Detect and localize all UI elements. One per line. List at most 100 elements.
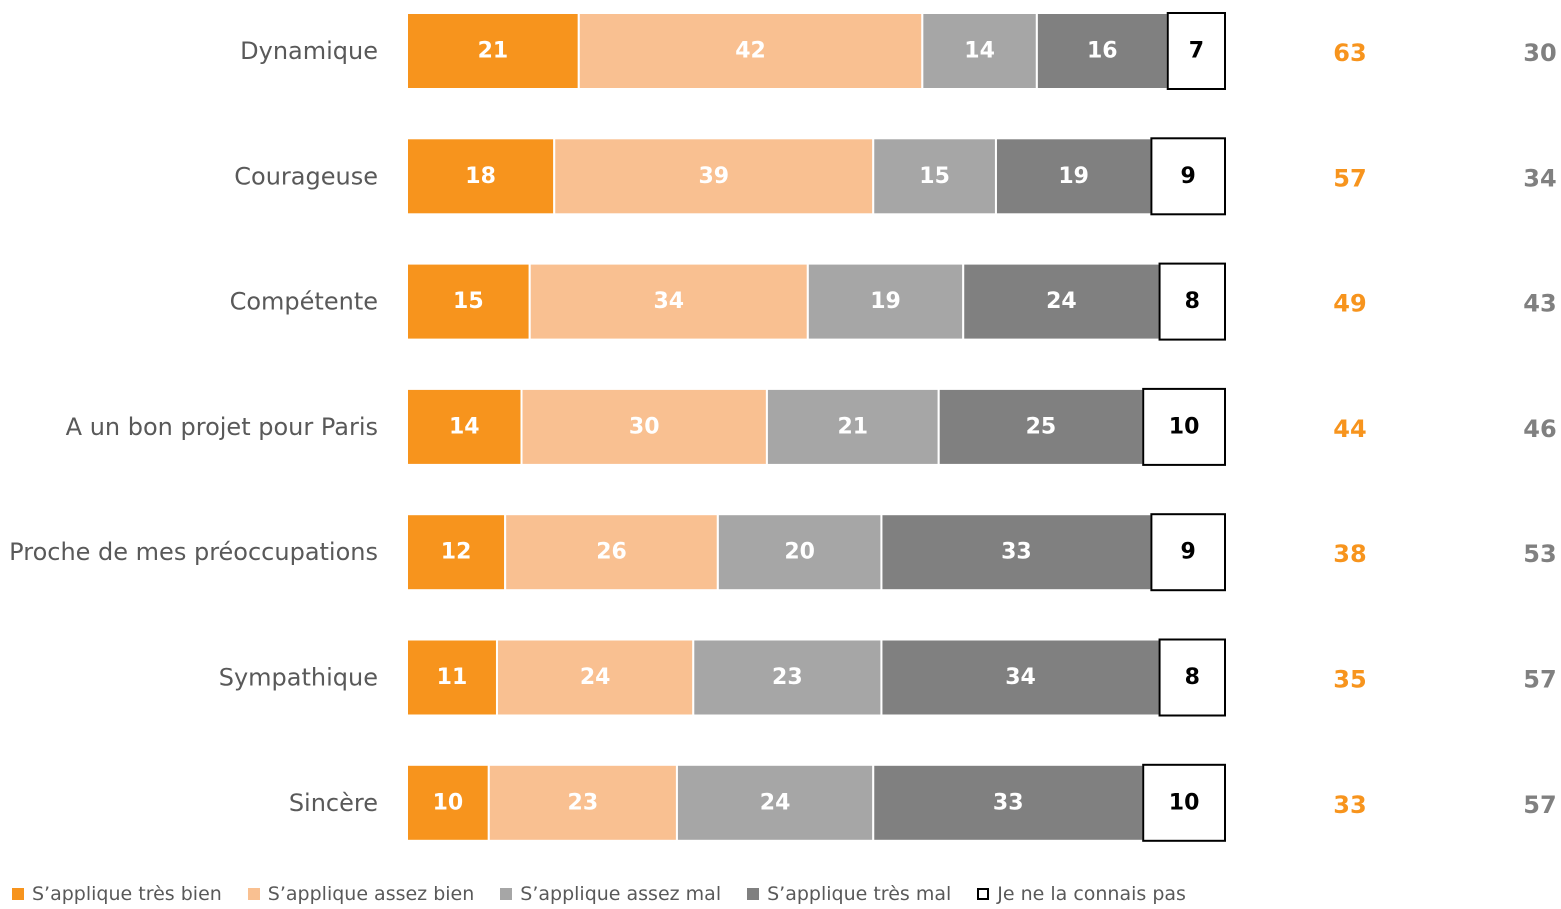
- bar-segment: [937, 387, 1145, 466]
- total-label: 34: [1523, 164, 1556, 192]
- data-label: 21: [478, 39, 509, 64]
- stacked-bar-chart: Dynamique 21 42 14 16 7 63 30 Courageuse 18 39 15 19…: [9, 12, 1557, 842]
- bar-segment: [1142, 763, 1226, 842]
- data-label: 10: [1169, 790, 1200, 815]
- legend-item: S’applique très mal: [747, 883, 951, 905]
- legend-label: S’applique très bien: [32, 883, 222, 905]
- bar-segment: [520, 387, 768, 466]
- total-label: 53: [1523, 540, 1556, 568]
- data-label: 7: [1189, 39, 1204, 64]
- legend-swatch: [747, 888, 760, 900]
- bar-segment: [880, 638, 1161, 717]
- category-label: Sympathique: [219, 664, 378, 692]
- chart-legend: S’applique très bien S’applique assez bie…: [12, 883, 1212, 905]
- data-label: 9: [1181, 540, 1196, 565]
- data-label: 9: [1181, 164, 1196, 189]
- bar-segment: [577, 12, 924, 90]
- legend-item: S’applique assez mal: [500, 883, 721, 905]
- data-label: 39: [698, 164, 729, 189]
- bar-segment: [495, 638, 695, 717]
- data-label: 23: [772, 665, 803, 690]
- bar-segment: [872, 137, 997, 216]
- legend-label: S’applique assez mal: [520, 883, 722, 905]
- total-label: 35: [1333, 666, 1366, 694]
- total-label: 46: [1523, 415, 1556, 443]
- data-label: 33: [1001, 540, 1032, 565]
- data-label: 10: [433, 790, 464, 815]
- bar-segment: [406, 137, 556, 216]
- category-label: Courageuse: [234, 162, 378, 190]
- legend-swatch: [500, 888, 513, 900]
- bar-segment: [553, 137, 875, 216]
- data-label: 12: [441, 540, 472, 565]
- data-label: 19: [1058, 164, 1089, 189]
- bar-segment: [406, 513, 507, 592]
- data-label: 14: [964, 39, 995, 64]
- data-label: 18: [465, 164, 496, 189]
- legend-swatch: [977, 888, 990, 900]
- total-label: 63: [1333, 39, 1366, 67]
- data-label: 21: [837, 414, 868, 439]
- bar-segment: [716, 513, 883, 592]
- legend-label: S’applique très mal: [767, 883, 952, 905]
- total-label: 43: [1523, 290, 1556, 318]
- bar-segment: [765, 387, 940, 466]
- data-label: 8: [1185, 289, 1200, 314]
- bar-segment: [962, 262, 1161, 341]
- data-label: 15: [919, 164, 950, 189]
- data-label: 8: [1185, 665, 1200, 690]
- legend-item: S’applique assez bien: [247, 883, 475, 905]
- total-label: 57: [1523, 666, 1556, 694]
- bar-segment: [406, 387, 523, 466]
- data-label: 42: [735, 39, 766, 64]
- bar-segment: [406, 12, 580, 90]
- category-label: Dynamique: [240, 37, 378, 65]
- bar-segment: [692, 638, 883, 717]
- data-label: 24: [580, 665, 611, 690]
- bar-segment: [1150, 137, 1227, 216]
- legend-swatch: [247, 888, 260, 900]
- data-label: 25: [1026, 414, 1057, 439]
- total-label: 44: [1333, 415, 1366, 443]
- bar-segment: [994, 137, 1153, 216]
- total-label: 38: [1333, 540, 1366, 568]
- legend-swatch: [12, 888, 24, 900]
- total-label: 30: [1523, 39, 1556, 67]
- data-label: 34: [1005, 665, 1036, 690]
- legend-item: Je ne la connais pas: [977, 883, 1186, 905]
- data-label: 30: [629, 414, 660, 439]
- category-label: Proche de mes préoccupations: [9, 538, 378, 566]
- total-label: 49: [1333, 290, 1366, 318]
- data-label: 23: [568, 790, 599, 815]
- data-label: 34: [653, 289, 684, 314]
- bar-segment: [528, 262, 809, 341]
- bar-segment: [1158, 638, 1227, 717]
- total-label: 57: [1333, 164, 1366, 192]
- bar-segment: [872, 763, 1145, 842]
- category-label: Compétente: [230, 288, 378, 316]
- bar-segment: [1166, 12, 1226, 90]
- bar-segment: [921, 12, 1038, 90]
- data-label: 16: [1087, 39, 1118, 64]
- category-label: A un bon projet pour Paris: [66, 413, 378, 441]
- bar-segment: [1142, 387, 1226, 466]
- data-label: 24: [760, 790, 791, 815]
- data-label: 14: [449, 414, 480, 439]
- total-label: 33: [1333, 791, 1366, 819]
- data-label: 11: [437, 665, 468, 690]
- bar-segment: [1150, 513, 1227, 592]
- data-label: 19: [870, 289, 901, 314]
- data-label: 20: [784, 540, 815, 565]
- data-label: 24: [1046, 289, 1077, 314]
- data-label: 10: [1169, 414, 1200, 439]
- bar-segment: [406, 763, 490, 842]
- bar-segment: [1158, 262, 1227, 341]
- legend-label: S’applique assez bien: [267, 883, 475, 905]
- data-label: 33: [993, 790, 1024, 815]
- total-label: 57: [1523, 791, 1556, 819]
- legend-item: S’applique très bien: [12, 883, 222, 905]
- data-label: 26: [596, 540, 627, 565]
- bar-segment: [504, 513, 719, 592]
- data-label: 15: [453, 289, 484, 314]
- category-label: Sincère: [289, 789, 378, 817]
